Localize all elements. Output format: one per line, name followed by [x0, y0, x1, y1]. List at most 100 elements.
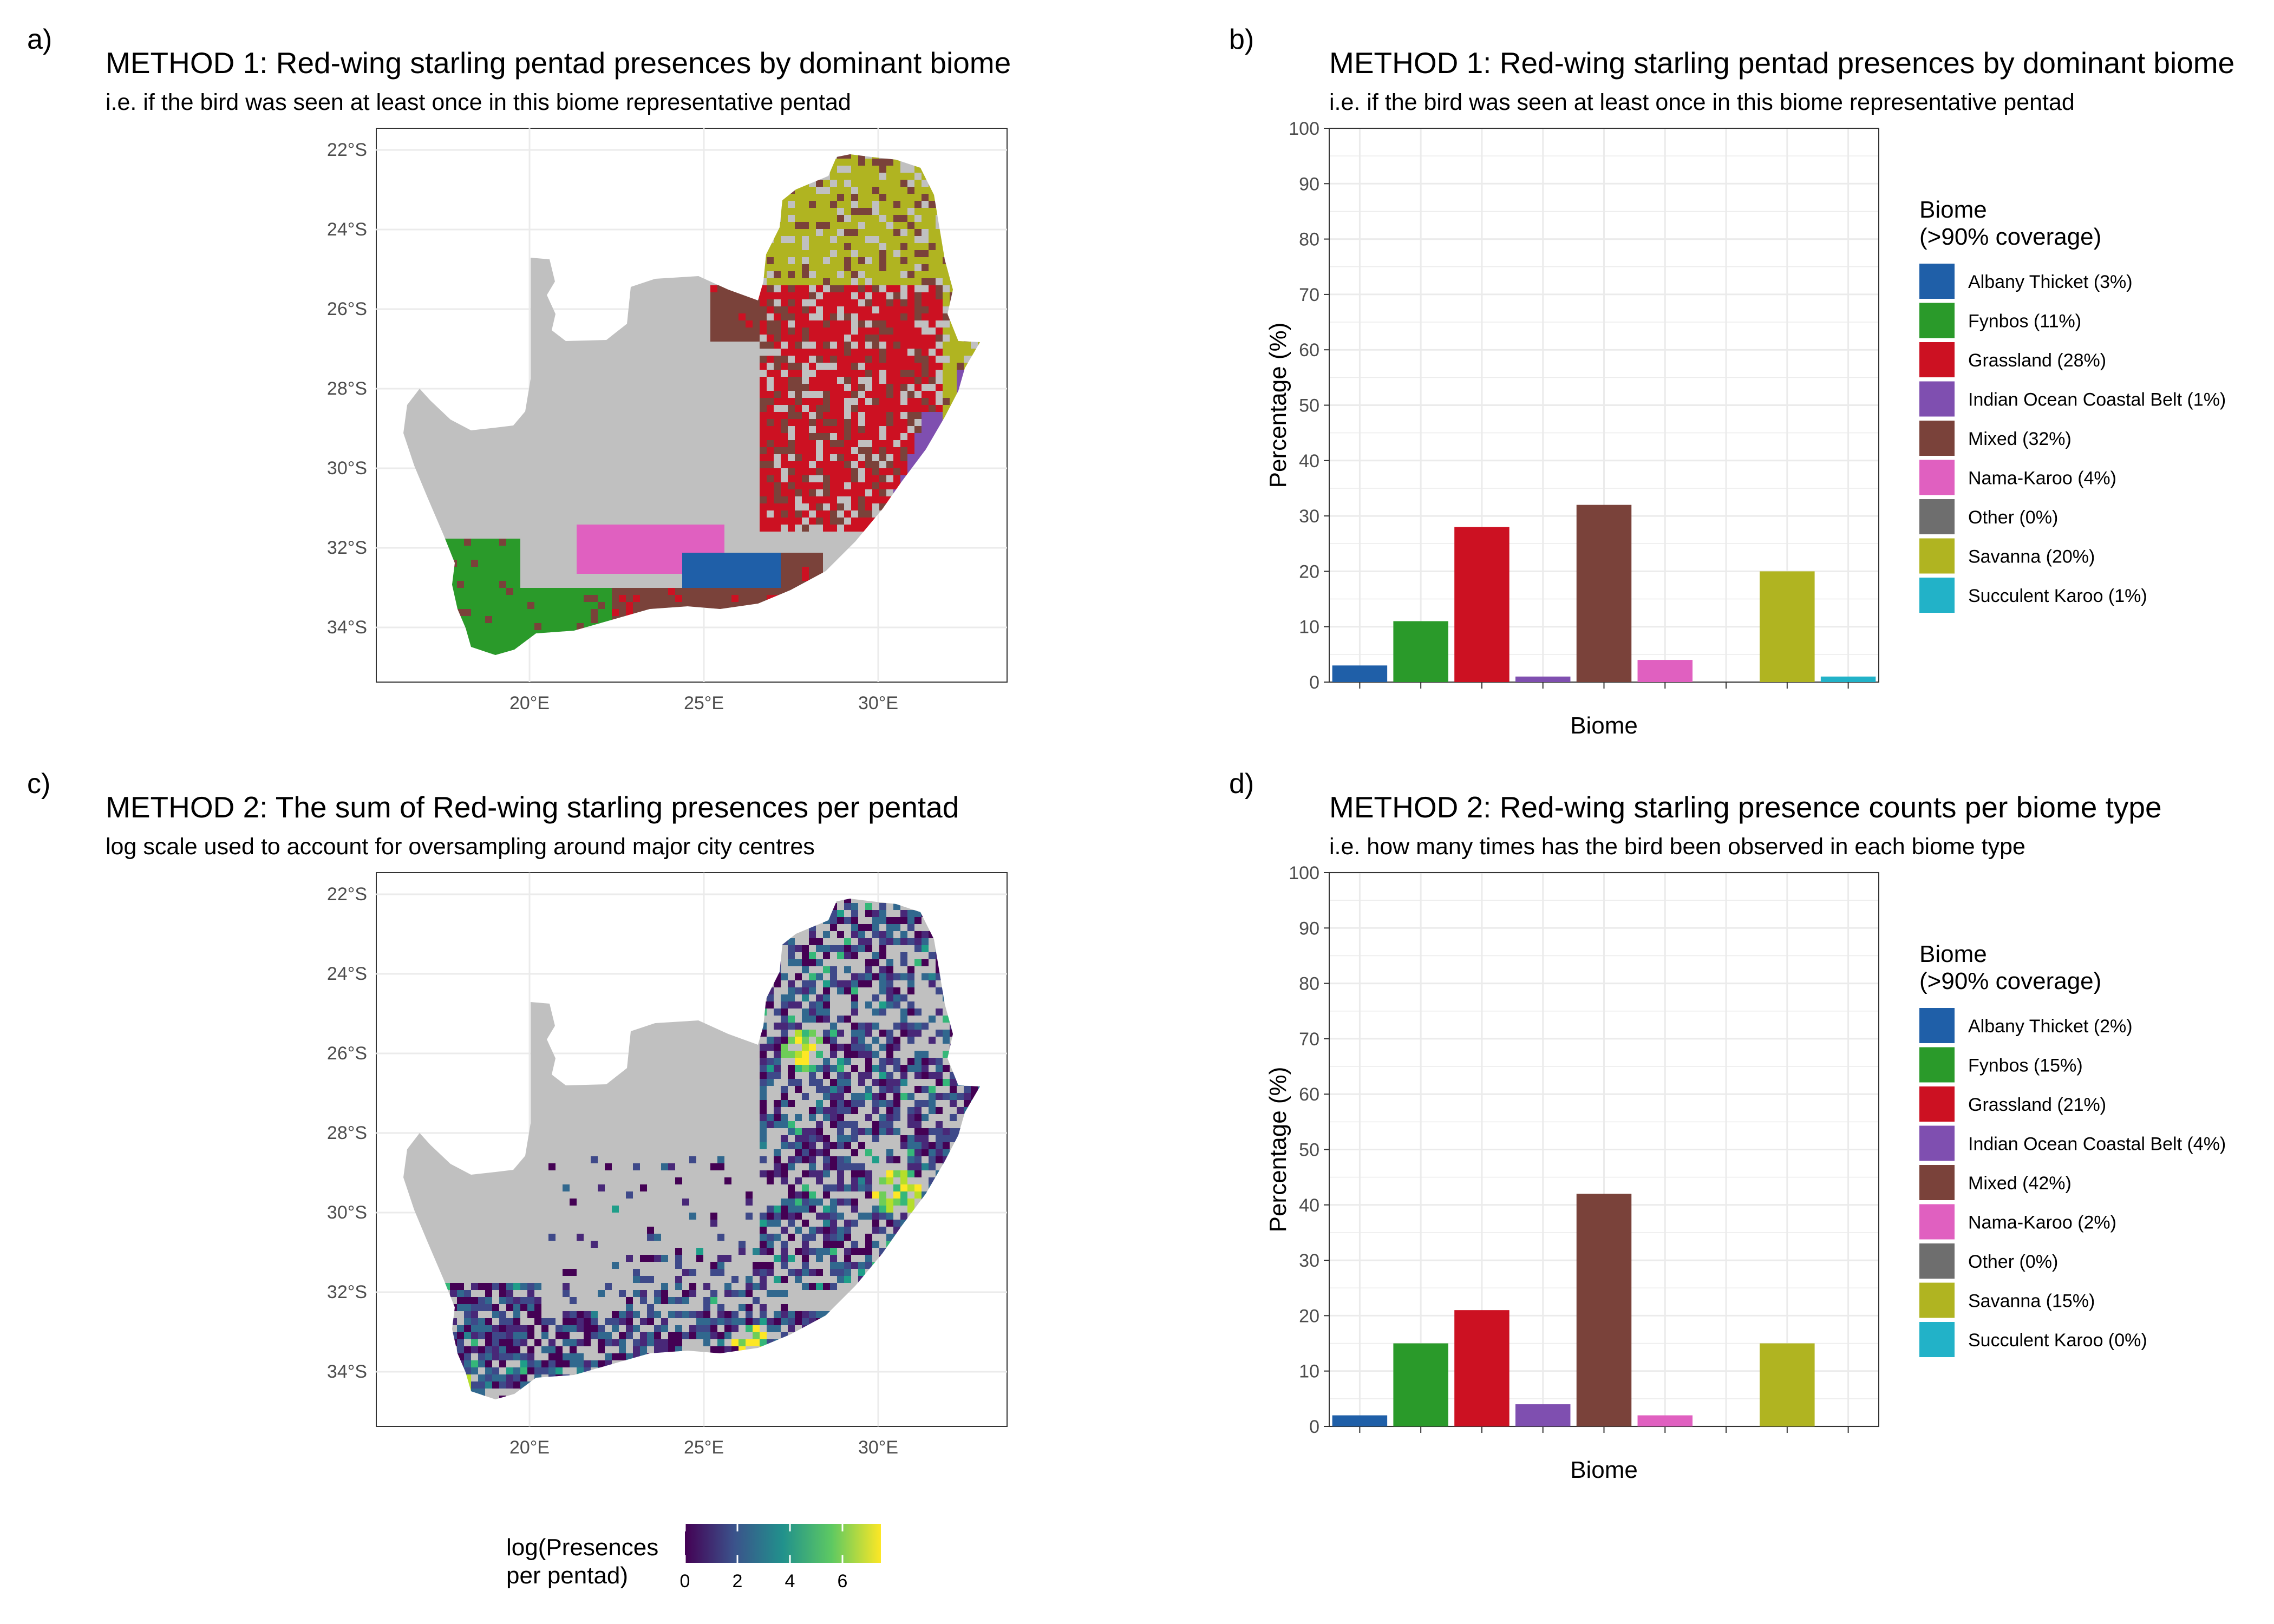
biome-cell [900, 299, 907, 306]
presence-cell [534, 1318, 541, 1325]
biome-cell [710, 602, 717, 609]
presence-cell [837, 952, 844, 959]
biome-cell [823, 489, 830, 496]
presence-cell [767, 994, 774, 1001]
presence-cell [527, 1290, 534, 1297]
presence-cell [675, 1255, 682, 1262]
biome-cell [781, 419, 788, 426]
biome-cell [865, 173, 872, 180]
presence-cell [844, 1269, 851, 1276]
presence-cell [584, 1325, 591, 1332]
colorbar-tick-marks [684, 1524, 844, 1563]
presence-cell [527, 1367, 534, 1374]
biome-cell [577, 616, 584, 623]
presence-cell [485, 1360, 492, 1367]
biome-cell [668, 595, 675, 602]
presence-cell [781, 1044, 788, 1051]
presence-cell [830, 1051, 837, 1058]
presence-cell [760, 1086, 767, 1093]
presence-cell [886, 980, 893, 987]
presence-cell [823, 1030, 830, 1037]
presence-cell [886, 1001, 893, 1009]
biome-cell [844, 173, 851, 180]
presence-cell [914, 1107, 922, 1114]
biome-cell [485, 630, 492, 637]
biome-cell [675, 525, 682, 532]
panel-a: a) METHOD 1: Red-wing starling pentad pr… [27, 24, 1011, 713]
biome-cell [914, 271, 922, 278]
presence-cell [851, 1220, 858, 1227]
presence-cell [907, 1199, 914, 1206]
presence-cell [823, 1206, 830, 1213]
biome-cell [739, 574, 746, 581]
biome-cell [886, 426, 893, 433]
presence-cell [767, 1001, 774, 1009]
biome-cell [795, 349, 802, 356]
presence-cell [914, 1072, 922, 1079]
panel-c-subtitle: log scale used to account for oversampli… [106, 834, 815, 860]
presence-cell [478, 1283, 485, 1290]
presence-cell [760, 1213, 767, 1220]
biome-cell [781, 440, 788, 447]
biome-cell [781, 489, 788, 496]
biome-cell [872, 194, 879, 201]
biome-cell [591, 532, 598, 539]
biome-cell [760, 405, 767, 412]
presence-cell [851, 1177, 858, 1184]
biome-cell [929, 285, 936, 292]
presence-cell [513, 1283, 520, 1290]
biome-cell [485, 567, 492, 574]
biome-cell [823, 518, 830, 525]
biome-cell [886, 335, 893, 342]
presence-cell [781, 1001, 788, 1009]
presence-cell [802, 1051, 809, 1058]
biome-cell [837, 489, 844, 496]
biome-cell [626, 546, 633, 553]
biome-cell [682, 539, 689, 546]
lon-tick-20: 20°E [509, 693, 550, 713]
biome-cell [802, 447, 809, 454]
biome-cell [872, 370, 879, 377]
presence-cell [781, 1227, 788, 1234]
biome-cell [893, 328, 900, 335]
biome-cell [724, 306, 731, 313]
legend-item-label: Grassland (28%) [1968, 350, 2106, 371]
biome-cell [943, 377, 950, 384]
biome-cell [577, 539, 584, 546]
presence-cell [478, 1332, 485, 1339]
presence-cell [499, 1374, 506, 1381]
biome-cell [879, 278, 886, 285]
presence-cell [464, 1311, 471, 1318]
biome-cell [823, 222, 830, 229]
biome-cell [492, 602, 499, 609]
y-tick-label: 10 [1299, 1361, 1319, 1382]
biome-cell [774, 320, 781, 328]
presence-cell [809, 1170, 816, 1177]
presence-cell [886, 959, 893, 966]
biome-cell [774, 313, 781, 320]
biome-cell [907, 264, 914, 271]
biome-cell [900, 405, 907, 412]
biome-cell [584, 616, 591, 623]
presence-cell [781, 1290, 788, 1297]
biome-cell [605, 567, 612, 574]
biome-cell [865, 391, 872, 398]
biome-cell [464, 595, 471, 602]
presence-cell [851, 1241, 858, 1248]
presence-cell [760, 1227, 767, 1234]
biome-cell [914, 433, 922, 440]
presence-cell [689, 1332, 696, 1339]
biome-cell [781, 574, 788, 581]
biome-cell [816, 426, 823, 433]
biome-cell [457, 560, 464, 567]
biome-cell [753, 320, 760, 328]
presence-cell [844, 1100, 851, 1107]
biome-cell [767, 567, 774, 574]
biome-cell [478, 560, 485, 567]
biome-cell [753, 328, 760, 335]
biome-cell [837, 482, 844, 489]
presence-cell [774, 1311, 781, 1318]
presence-cell [865, 1093, 872, 1100]
presence-cell [851, 1030, 858, 1037]
biome-cell [703, 525, 710, 532]
